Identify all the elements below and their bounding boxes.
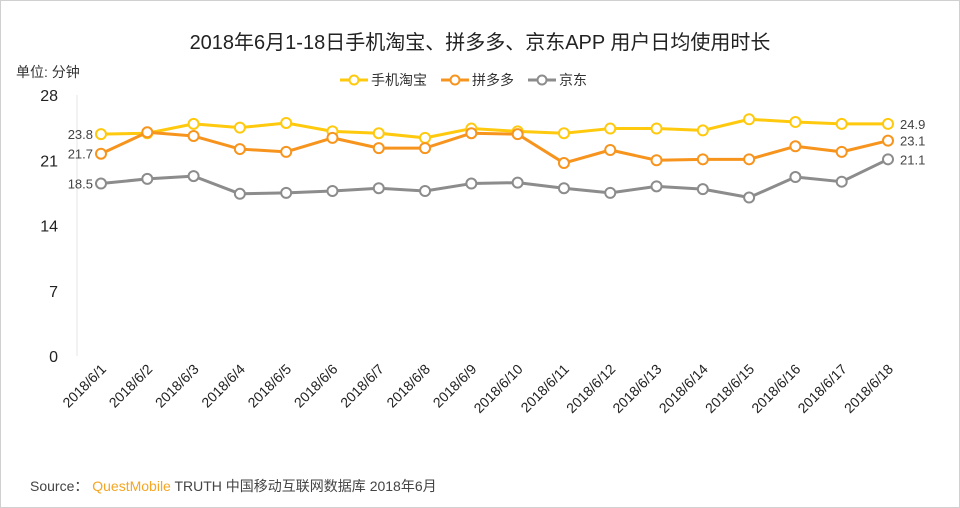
- data-point: [789, 171, 802, 184]
- data-point: [696, 153, 709, 166]
- data-point: [95, 177, 107, 190]
- data-point: [233, 187, 246, 200]
- data-point: [882, 153, 894, 166]
- x-tick-label: 2018/6/18: [841, 361, 897, 417]
- data-point: [419, 185, 432, 198]
- y-tick-label: 0: [49, 349, 58, 366]
- legend-label: 拼多多: [472, 72, 514, 88]
- x-tick-label: 2018/6/2: [106, 361, 156, 411]
- chart-title: 2018年6月1-18日手机淘宝、拼多多、京东APP 用户日均使用时长: [189, 32, 771, 54]
- data-point: [743, 113, 756, 126]
- x-tick-label: 2018/6/17: [794, 361, 850, 417]
- data-point: [280, 186, 293, 199]
- source-prefix: Source：: [30, 478, 89, 494]
- source-brand: QuestMobile: [92, 478, 171, 494]
- y-tick-label: 28: [40, 88, 58, 105]
- legend-marker-icon: [441, 74, 469, 86]
- y-axis-unit-label: 单位: 分钟: [16, 64, 80, 80]
- data-label: 18.5: [68, 177, 93, 192]
- data-point: [419, 142, 432, 155]
- data-label: 23.8: [68, 127, 93, 142]
- data-point: [280, 145, 293, 158]
- data-point: [882, 134, 894, 147]
- data-point: [604, 143, 617, 156]
- data-point: [743, 191, 756, 204]
- legend-item: 手机淘宝: [340, 70, 427, 90]
- legend-marker-icon: [340, 74, 368, 86]
- x-tick-label: 2018/6/6: [291, 361, 341, 411]
- source-note: Source： QuestMobile TRUTH 中国移动互联网数据库 201…: [30, 476, 437, 496]
- data-point: [511, 128, 524, 141]
- data-point: [372, 142, 385, 155]
- data-point: [604, 186, 617, 199]
- x-tick-label: 2018/6/15: [702, 361, 758, 417]
- series-line: [100, 117, 888, 140]
- y-tick-label: 7: [49, 284, 58, 301]
- data-point: [95, 147, 107, 160]
- data-point: [372, 127, 385, 140]
- data-point: [465, 177, 478, 190]
- data-point: [650, 122, 663, 135]
- data-point: [835, 145, 848, 158]
- x-tick-label: 2018/6/7: [337, 361, 387, 411]
- data-label: 21.7: [68, 147, 93, 162]
- data-label: 23.1: [900, 134, 925, 149]
- x-tick-label: 2018/6/5: [244, 361, 294, 411]
- legend: 手机淘宝 拼多多 京东: [340, 70, 587, 90]
- data-point: [187, 130, 200, 143]
- source-text: TRUTH 中国移动互联网数据库 2018年6月: [174, 478, 437, 494]
- data-point: [789, 116, 802, 129]
- y-tick-label: 21: [40, 153, 58, 170]
- data-point: [604, 122, 617, 135]
- data-point: [326, 131, 339, 144]
- data-point: [280, 116, 293, 129]
- data-point: [696, 124, 709, 137]
- x-tick-label: 2018/6/14: [656, 361, 712, 417]
- data-point: [557, 182, 570, 195]
- legend-label: 手机淘宝: [371, 72, 427, 88]
- x-tick-label: 2018/6/1: [59, 361, 109, 411]
- data-label: 21.1: [900, 152, 925, 167]
- data-point: [233, 143, 246, 156]
- data-point: [187, 170, 200, 183]
- data-point: [835, 117, 848, 130]
- data-point: [187, 117, 200, 130]
- x-tick-label: 2018/6/4: [198, 361, 248, 411]
- data-point: [95, 128, 107, 141]
- legend-marker-icon: [528, 74, 556, 86]
- x-tick-label: 2018/6/10: [470, 361, 526, 417]
- data-point: [696, 183, 709, 196]
- y-tick-label: 14: [40, 219, 58, 236]
- series-line: [100, 157, 889, 200]
- data-point: [465, 127, 478, 140]
- data-label: 24.9: [900, 117, 925, 132]
- data-point: [141, 172, 154, 185]
- x-tick-label: 2018/6/8: [383, 361, 433, 411]
- data-point: [511, 176, 524, 189]
- legend-label: 京东: [559, 72, 587, 88]
- data-point: [557, 127, 570, 140]
- data-point: [557, 157, 570, 170]
- data-point: [650, 180, 663, 193]
- data-point: [882, 117, 894, 130]
- data-point: [372, 182, 385, 195]
- data-point: [326, 185, 339, 198]
- data-point: [789, 140, 802, 153]
- data-point: [650, 154, 663, 167]
- x-tick-label: 2018/6/13: [609, 361, 665, 417]
- data-point: [141, 126, 154, 139]
- x-tick-label: 2018/6/12: [563, 361, 619, 417]
- legend-item: 京东: [528, 70, 587, 90]
- x-tick-label: 2018/6/3: [152, 361, 202, 411]
- x-tick-label: 2018/6/16: [748, 361, 804, 417]
- data-point: [743, 153, 756, 166]
- data-point: [233, 121, 246, 134]
- legend-item: 拼多多: [441, 70, 514, 90]
- data-point: [419, 131, 432, 144]
- series-line: [100, 130, 889, 165]
- data-point: [835, 175, 848, 188]
